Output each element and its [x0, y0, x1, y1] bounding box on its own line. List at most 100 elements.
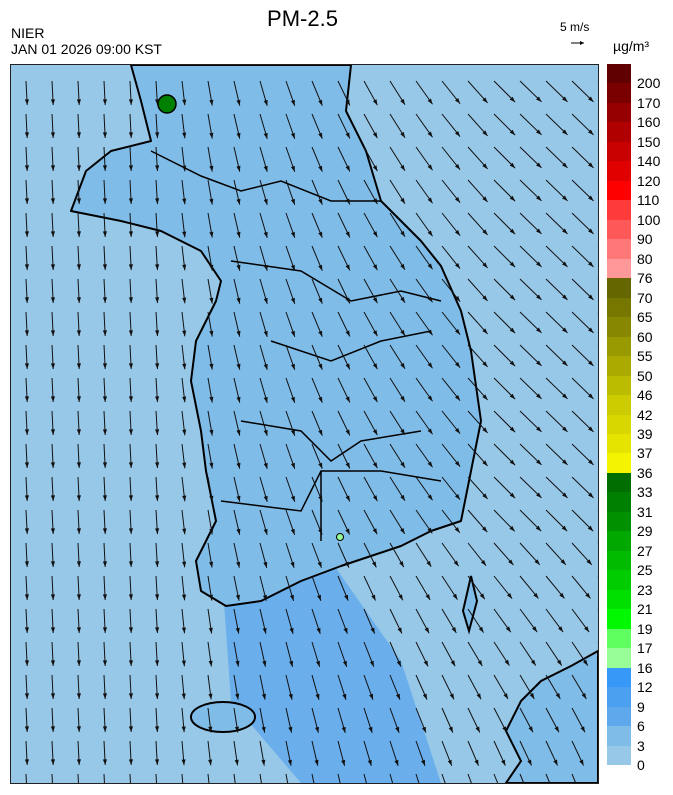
wind-arrow-icon	[233, 575, 240, 601]
wind-arrow-icon	[259, 674, 266, 700]
wind-arrow-icon	[259, 707, 266, 733]
legend-swatch	[607, 161, 631, 182]
wind-arrow-icon	[545, 212, 568, 235]
wind-arrow-icon	[155, 344, 160, 370]
wind-arrow-icon	[441, 80, 461, 104]
legend-label: 12	[637, 679, 653, 696]
wind-arrow-icon	[571, 311, 594, 334]
wind-arrow-icon	[493, 641, 510, 666]
wind-arrow-icon	[467, 80, 488, 104]
wind-arrow-icon	[337, 80, 351, 106]
wind-arrow-icon	[50, 509, 55, 534]
wind-arrow-icon	[285, 608, 294, 634]
wind-arrow-icon	[519, 509, 542, 532]
wind-arrow-icon	[102, 476, 107, 501]
legend-label: 23	[637, 581, 653, 598]
wind-arrow-icon	[467, 443, 488, 467]
wind-arrow-icon	[363, 674, 374, 700]
wind-arrow-icon	[337, 377, 351, 403]
wind-arrow-icon	[259, 740, 266, 766]
wind-arrow-icon	[441, 113, 461, 137]
wind-arrow-icon	[337, 641, 348, 667]
wind-arrow-icon	[337, 410, 351, 436]
wind-arrow-icon	[415, 377, 433, 402]
legend-swatch	[607, 414, 631, 435]
legend-swatch	[607, 492, 631, 513]
wind-arrow-icon	[233, 377, 241, 403]
wind-arrow-icon	[76, 608, 81, 633]
jeju-island	[190, 701, 256, 733]
wind-arrow-icon	[441, 146, 461, 170]
wind-arrow-icon	[441, 509, 461, 534]
legend-label: 200	[637, 75, 661, 92]
wind-arrow-icon	[389, 542, 405, 568]
wind-arrow-icon	[389, 377, 406, 403]
wind-arrow-icon	[493, 377, 516, 400]
wind-arrow-icon	[311, 311, 323, 337]
wind-arrow-icon	[181, 377, 187, 403]
wind-arrow-icon	[76, 641, 81, 666]
wind-arrow-icon	[285, 179, 296, 205]
wind-arrow-icon	[519, 311, 542, 334]
wind-arrow-icon	[571, 443, 594, 466]
wind-arrow-icon	[571, 278, 594, 301]
wind-arrow-icon	[285, 410, 296, 436]
wind-arrow-icon	[233, 344, 241, 370]
wind-arrow-icon	[24, 278, 29, 303]
legend-label: 37	[637, 445, 653, 462]
wind-arrow-icon	[128, 311, 133, 336]
color-legend	[607, 64, 631, 766]
legend-swatch	[607, 453, 631, 474]
wind-arrow-icon	[259, 509, 268, 535]
wind-arrow-icon	[259, 575, 267, 601]
legend-label: 31	[637, 503, 653, 520]
wind-arrow-icon	[415, 212, 433, 237]
legend-label: 25	[637, 562, 653, 579]
wind-arrow-icon	[441, 377, 461, 401]
wind-arrow-icon	[545, 113, 568, 136]
wind-arrow-icon	[415, 146, 433, 171]
wind-arrow-icon	[155, 113, 160, 139]
legend-label: 76	[637, 270, 653, 287]
legend-swatch	[607, 609, 631, 630]
wind-arrow-icon	[181, 80, 187, 106]
wind-arrow-icon	[50, 179, 55, 204]
wind-arrow-icon	[389, 179, 406, 205]
wind-arrow-icon	[519, 80, 542, 103]
wind-arrow-icon	[128, 212, 133, 237]
wind-arrow-icon	[441, 212, 461, 236]
wind-arrow-icon	[155, 476, 160, 502]
wind-arrow-icon	[76, 542, 81, 567]
wind-arrow-icon	[311, 707, 319, 733]
legend-swatch	[607, 550, 631, 571]
legend-swatch	[607, 531, 631, 552]
wind-arrow-icon	[311, 476, 323, 502]
wind-arrow-icon	[467, 344, 488, 368]
wind-arrow-icon	[154, 740, 160, 766]
wind-arrow-icon	[493, 542, 514, 566]
wind-arrow-icon	[441, 476, 461, 500]
wind-arrow-icon	[155, 410, 160, 436]
wind-arrow-icon	[50, 311, 55, 336]
wind-arrow-icon	[363, 707, 373, 733]
wind-arrow-icon	[102, 410, 107, 435]
legend-label: 33	[637, 484, 653, 501]
wind-arrow-icon	[207, 443, 214, 469]
wind-arrow-icon	[337, 245, 351, 271]
wind-arrow-icon	[128, 674, 133, 699]
wind-arrow-icon	[467, 740, 479, 766]
wind-arrow-icon	[545, 740, 559, 766]
wind-arrow-icon	[24, 608, 29, 633]
wind-arrow-icon	[181, 146, 187, 172]
legend-swatch	[607, 64, 631, 84]
wind-arrow-icon	[337, 311, 351, 337]
wind-arrow-icon	[76, 113, 81, 138]
wind-arrow-icon	[285, 113, 296, 139]
wind-arrow-icon	[285, 80, 296, 106]
wind-arrow-icon	[415, 542, 432, 567]
wind-arrow-icon	[441, 707, 454, 733]
wind-arrow-icon	[259, 641, 267, 667]
wind-arrow-icon	[441, 443, 461, 467]
wind-arrow-icon	[207, 542, 214, 568]
wind-arrow-icon	[233, 311, 241, 337]
